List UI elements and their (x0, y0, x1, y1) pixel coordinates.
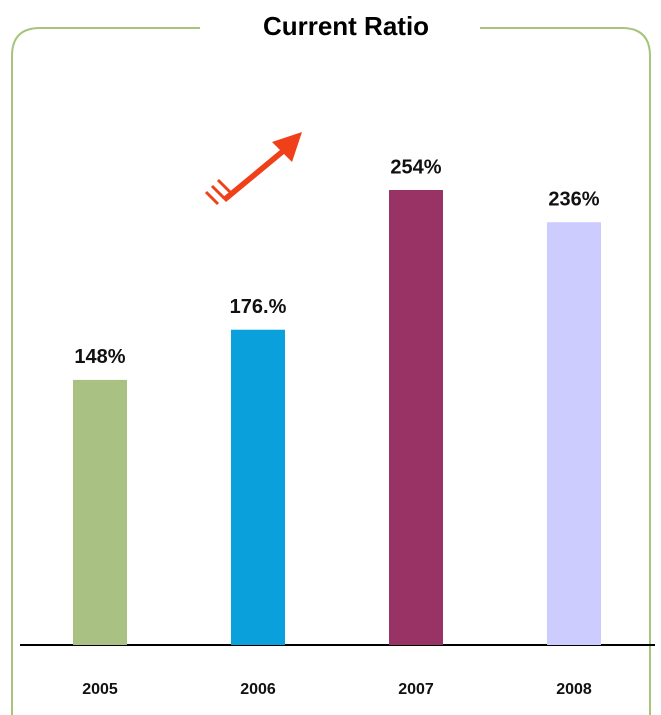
bar (231, 329, 285, 645)
bar (73, 379, 127, 645)
x-tick-label: 2007 (398, 681, 434, 698)
trend-arrow (204, 132, 302, 206)
value-label: 148% (74, 346, 125, 368)
bar (389, 190, 443, 645)
chart-title: Current Ratio (263, 11, 429, 41)
value-label: 236% (548, 189, 599, 211)
x-tick-label: 2008 (556, 681, 592, 698)
x-tick-label: 2006 (240, 681, 276, 698)
frame (11, 27, 651, 715)
bar (547, 222, 601, 646)
x-tick-label: 2005 (82, 681, 118, 698)
value-label: 254% (390, 156, 441, 178)
value-label: 176.% (230, 296, 287, 318)
